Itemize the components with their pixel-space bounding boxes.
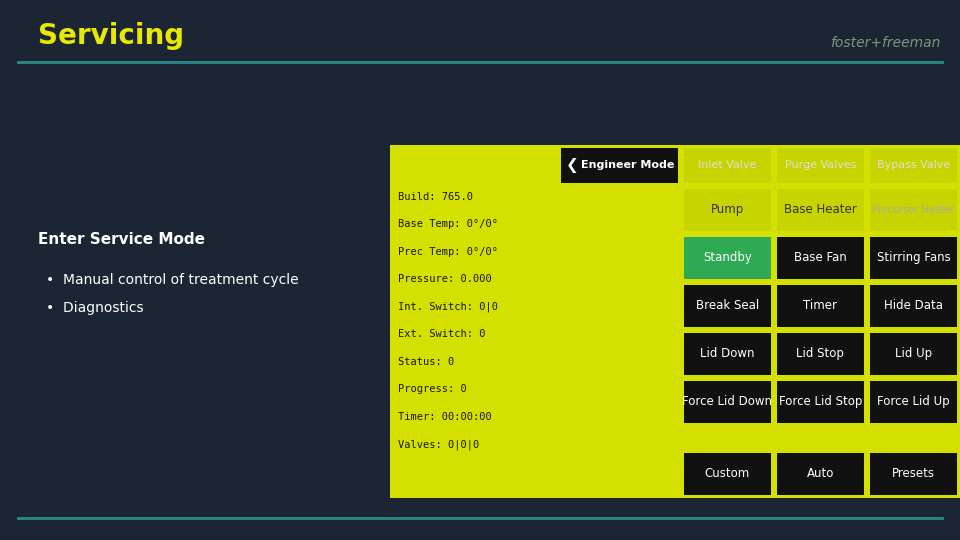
Bar [684, 237, 771, 279]
Text: Build: 765.0: Build: 765.0 [398, 192, 473, 201]
Text: Base Heater: Base Heater [784, 203, 856, 216]
Bar [777, 188, 864, 231]
Text: Pressure: 0.000: Pressure: 0.000 [398, 274, 492, 284]
Bar [390, 145, 960, 498]
Bar [870, 148, 957, 183]
Bar [870, 453, 957, 495]
Text: foster+freeman: foster+freeman [829, 36, 940, 50]
Text: Force Lid Stop: Force Lid Stop [779, 395, 862, 408]
Text: Status: 0: Status: 0 [398, 356, 454, 367]
Bar [777, 285, 864, 327]
Bar [870, 285, 957, 327]
Text: Force Lid Down: Force Lid Down [683, 395, 772, 408]
Bar [562, 148, 678, 183]
Text: Stirring Fans: Stirring Fans [876, 251, 950, 264]
Text: Precursor Heater: Precursor Heater [872, 205, 955, 214]
Text: Base Fan: Base Fan [794, 251, 847, 264]
Text: Purge Valves: Purge Valves [784, 160, 856, 170]
Text: Standby: Standby [703, 251, 752, 264]
Bar [777, 381, 864, 423]
Text: Enter Service Mode: Enter Service Mode [38, 233, 205, 247]
Bar [777, 237, 864, 279]
Text: Prec Temp: 0°/0°: Prec Temp: 0°/0° [398, 247, 498, 256]
Text: Lid Up: Lid Up [895, 347, 932, 360]
Bar [777, 148, 864, 183]
Text: •  Diagnostics: • Diagnostics [46, 301, 144, 315]
Text: Valves: 0|0|0: Valves: 0|0|0 [398, 439, 479, 450]
Text: Int. Switch: 0|0: Int. Switch: 0|0 [398, 302, 498, 312]
Text: Timer: Timer [804, 299, 837, 312]
Text: •  Manual control of treatment cycle: • Manual control of treatment cycle [46, 273, 299, 287]
Text: Engineer Mode: Engineer Mode [581, 160, 674, 170]
Bar [684, 381, 771, 423]
Bar [684, 453, 771, 495]
Text: Bypass Valve: Bypass Valve [876, 160, 950, 170]
Text: Progress: 0: Progress: 0 [398, 384, 467, 394]
Text: Custom: Custom [705, 468, 750, 481]
Bar [684, 188, 771, 231]
Text: Pump: Pump [710, 203, 744, 216]
Bar [777, 453, 864, 495]
Text: Presets: Presets [892, 468, 935, 481]
Text: Timer: 00:00:00: Timer: 00:00:00 [398, 411, 492, 422]
Bar [777, 333, 864, 375]
Bar [684, 285, 771, 327]
Text: Ext. Switch: 0: Ext. Switch: 0 [398, 329, 486, 339]
Text: Hide Data: Hide Data [884, 299, 943, 312]
Text: Lid Stop: Lid Stop [797, 347, 844, 360]
Text: Force Lid Up: Force Lid Up [877, 395, 949, 408]
Text: Servicing: Servicing [38, 22, 184, 50]
Text: Lid Down: Lid Down [700, 347, 755, 360]
Text: Base Temp: 0°/0°: Base Temp: 0°/0° [398, 219, 498, 229]
Bar [870, 188, 957, 231]
Bar [870, 333, 957, 375]
Bar [870, 381, 957, 423]
Bar [684, 333, 771, 375]
Text: Break Seal: Break Seal [696, 299, 759, 312]
Bar [684, 148, 771, 183]
Bar [870, 237, 957, 279]
Text: Inlet Valve: Inlet Valve [698, 160, 756, 170]
Text: Auto: Auto [806, 468, 834, 481]
Text: ❮: ❮ [565, 158, 579, 173]
